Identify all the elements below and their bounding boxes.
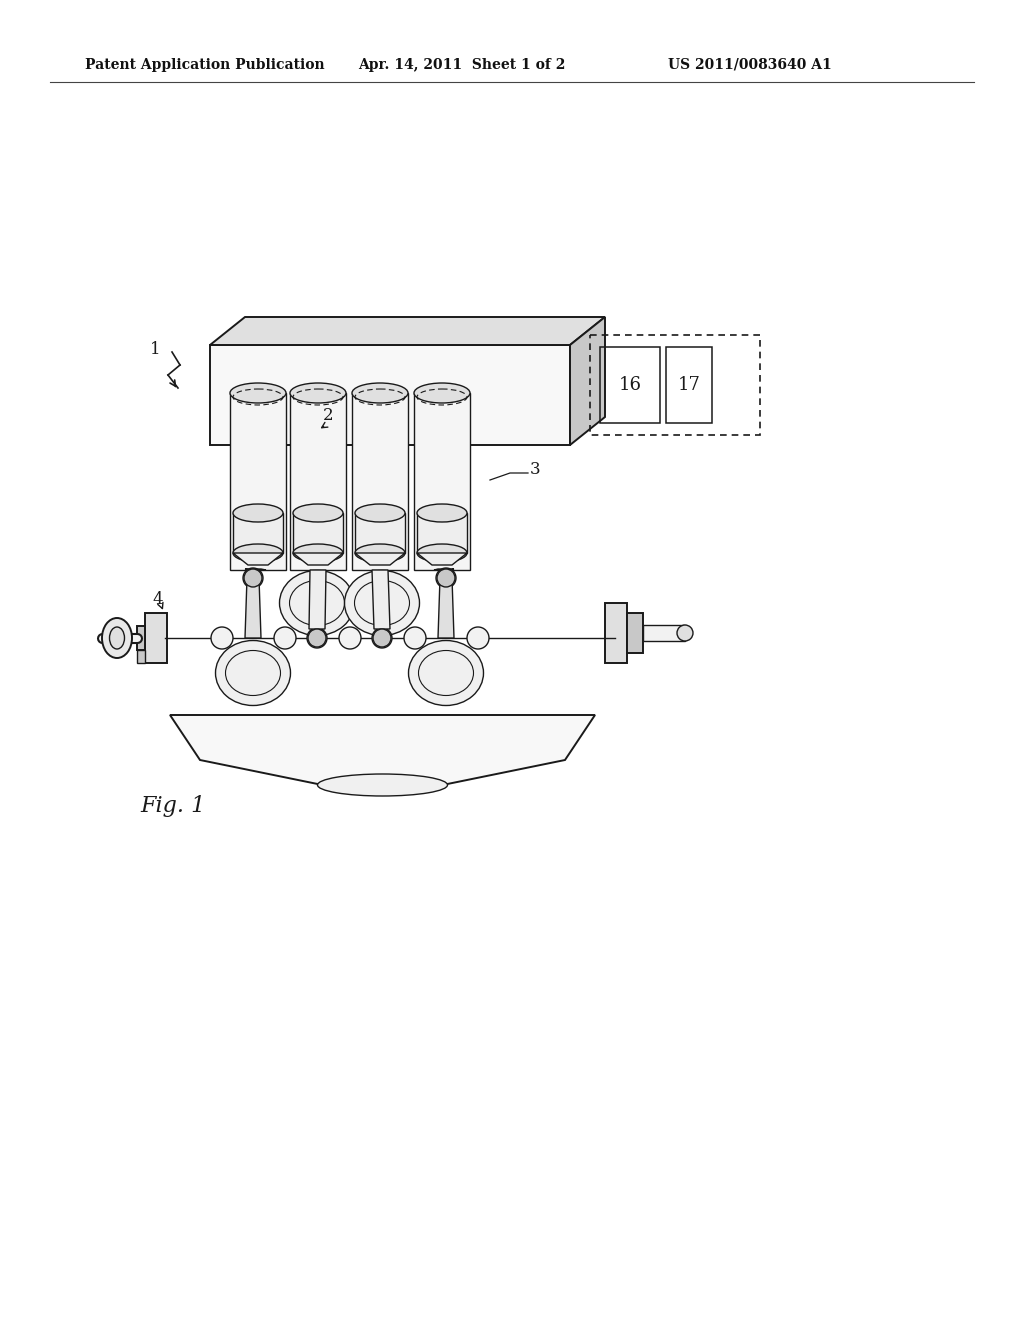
Polygon shape — [414, 393, 470, 570]
Ellipse shape — [404, 627, 426, 649]
Ellipse shape — [211, 627, 233, 649]
Polygon shape — [210, 345, 570, 445]
Ellipse shape — [467, 627, 489, 649]
Ellipse shape — [215, 640, 291, 705]
Ellipse shape — [409, 640, 483, 705]
Ellipse shape — [233, 544, 283, 562]
Ellipse shape — [293, 544, 343, 562]
Ellipse shape — [373, 630, 391, 647]
Text: 16: 16 — [618, 376, 641, 393]
Polygon shape — [355, 553, 406, 565]
Text: Apr. 14, 2011  Sheet 1 of 2: Apr. 14, 2011 Sheet 1 of 2 — [358, 58, 565, 73]
Ellipse shape — [307, 628, 327, 648]
Polygon shape — [145, 612, 167, 663]
Ellipse shape — [244, 569, 262, 587]
Ellipse shape — [339, 627, 361, 649]
Polygon shape — [355, 513, 406, 553]
Ellipse shape — [230, 383, 286, 403]
Text: 3: 3 — [530, 462, 541, 479]
Text: 1: 1 — [150, 342, 161, 359]
Polygon shape — [230, 393, 286, 570]
Polygon shape — [372, 570, 390, 630]
Ellipse shape — [352, 383, 408, 403]
Polygon shape — [605, 603, 627, 663]
Polygon shape — [309, 570, 326, 630]
Ellipse shape — [293, 504, 343, 521]
Ellipse shape — [243, 568, 263, 587]
Polygon shape — [137, 626, 145, 649]
Polygon shape — [210, 317, 605, 345]
Ellipse shape — [677, 624, 693, 642]
Polygon shape — [233, 513, 283, 553]
Polygon shape — [293, 553, 343, 565]
Polygon shape — [643, 624, 685, 642]
Ellipse shape — [274, 627, 296, 649]
Polygon shape — [137, 649, 145, 663]
Text: US 2011/0083640 A1: US 2011/0083640 A1 — [668, 58, 831, 73]
Ellipse shape — [417, 544, 467, 562]
Polygon shape — [627, 612, 643, 653]
Text: 4: 4 — [153, 591, 163, 609]
Ellipse shape — [372, 628, 392, 648]
Polygon shape — [417, 513, 467, 553]
Polygon shape — [417, 553, 467, 565]
Ellipse shape — [317, 774, 447, 796]
Text: 17: 17 — [678, 376, 700, 393]
Ellipse shape — [102, 618, 132, 657]
Text: Fig. 1: Fig. 1 — [140, 795, 205, 817]
Polygon shape — [170, 715, 595, 785]
Ellipse shape — [355, 504, 406, 521]
Ellipse shape — [344, 570, 420, 635]
Ellipse shape — [437, 569, 455, 587]
Polygon shape — [352, 393, 408, 570]
Polygon shape — [438, 578, 454, 638]
Ellipse shape — [233, 504, 283, 521]
Ellipse shape — [417, 504, 467, 521]
Ellipse shape — [110, 627, 125, 649]
Ellipse shape — [414, 383, 470, 403]
Polygon shape — [293, 513, 343, 553]
Ellipse shape — [308, 630, 326, 647]
Ellipse shape — [355, 544, 406, 562]
Ellipse shape — [280, 570, 354, 635]
Polygon shape — [233, 553, 283, 565]
Text: Patent Application Publication: Patent Application Publication — [85, 58, 325, 73]
Polygon shape — [570, 317, 605, 445]
Text: 2: 2 — [323, 407, 334, 424]
Ellipse shape — [290, 383, 346, 403]
Polygon shape — [245, 578, 261, 638]
Polygon shape — [290, 393, 346, 570]
Ellipse shape — [436, 568, 456, 587]
